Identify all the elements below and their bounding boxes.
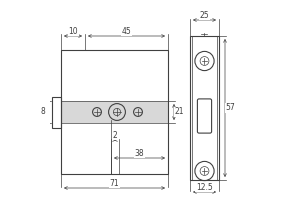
Bar <box>52 97 61 128</box>
Bar <box>190 36 219 180</box>
Text: 25: 25 <box>200 10 209 20</box>
FancyBboxPatch shape <box>197 99 212 133</box>
Bar <box>61 101 168 123</box>
Text: 71: 71 <box>110 178 119 188</box>
Text: 21: 21 <box>175 108 184 116</box>
Text: 38: 38 <box>135 148 144 158</box>
Text: 10: 10 <box>68 26 78 36</box>
Text: 8: 8 <box>40 108 45 116</box>
Text: 57: 57 <box>226 104 236 112</box>
Text: 2: 2 <box>112 130 117 140</box>
Text: 12.5: 12.5 <box>196 182 213 192</box>
Bar <box>61 50 168 174</box>
Text: 45: 45 <box>122 26 131 36</box>
